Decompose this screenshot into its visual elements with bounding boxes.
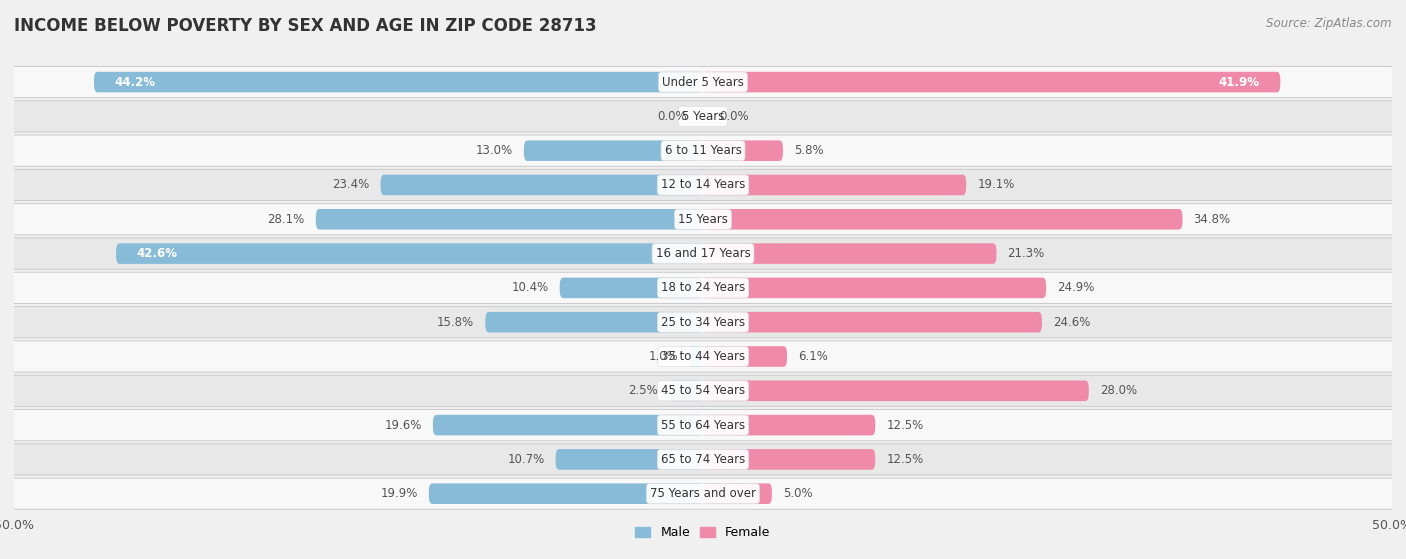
FancyBboxPatch shape bbox=[669, 381, 703, 401]
Text: 6.1%: 6.1% bbox=[799, 350, 828, 363]
Text: Under 5 Years: Under 5 Years bbox=[662, 75, 744, 88]
Text: 1.0%: 1.0% bbox=[648, 350, 678, 363]
Text: 19.1%: 19.1% bbox=[977, 178, 1015, 192]
Text: 34.8%: 34.8% bbox=[1194, 213, 1230, 226]
FancyBboxPatch shape bbox=[689, 346, 703, 367]
Text: INCOME BELOW POVERTY BY SEX AND AGE IN ZIP CODE 28713: INCOME BELOW POVERTY BY SEX AND AGE IN Z… bbox=[14, 17, 596, 35]
FancyBboxPatch shape bbox=[10, 239, 1396, 269]
Text: 23.4%: 23.4% bbox=[332, 178, 370, 192]
FancyBboxPatch shape bbox=[485, 312, 703, 333]
Text: 45 to 54 Years: 45 to 54 Years bbox=[661, 384, 745, 397]
FancyBboxPatch shape bbox=[433, 415, 703, 435]
Text: 0.0%: 0.0% bbox=[657, 110, 686, 123]
FancyBboxPatch shape bbox=[703, 140, 783, 161]
Text: 28.1%: 28.1% bbox=[267, 213, 305, 226]
Text: 19.9%: 19.9% bbox=[381, 487, 418, 500]
FancyBboxPatch shape bbox=[7, 409, 1399, 441]
FancyBboxPatch shape bbox=[703, 415, 875, 435]
Text: 10.4%: 10.4% bbox=[512, 281, 548, 295]
Text: 65 to 74 Years: 65 to 74 Years bbox=[661, 453, 745, 466]
Text: 15 Years: 15 Years bbox=[678, 213, 728, 226]
FancyBboxPatch shape bbox=[429, 484, 703, 504]
Text: 16 and 17 Years: 16 and 17 Years bbox=[655, 247, 751, 260]
FancyBboxPatch shape bbox=[560, 278, 703, 298]
FancyBboxPatch shape bbox=[703, 449, 875, 470]
Text: 5 Years: 5 Years bbox=[682, 110, 724, 123]
FancyBboxPatch shape bbox=[10, 273, 1396, 303]
Text: 44.2%: 44.2% bbox=[115, 75, 156, 88]
Text: 12 to 14 Years: 12 to 14 Years bbox=[661, 178, 745, 192]
FancyBboxPatch shape bbox=[703, 209, 1182, 230]
FancyBboxPatch shape bbox=[10, 444, 1396, 475]
Text: 42.6%: 42.6% bbox=[136, 247, 177, 260]
FancyBboxPatch shape bbox=[10, 479, 1396, 509]
FancyBboxPatch shape bbox=[524, 140, 703, 161]
Text: 55 to 64 Years: 55 to 64 Years bbox=[661, 419, 745, 432]
Text: 2.5%: 2.5% bbox=[628, 384, 658, 397]
Text: 12.5%: 12.5% bbox=[886, 453, 924, 466]
FancyBboxPatch shape bbox=[703, 174, 966, 195]
FancyBboxPatch shape bbox=[10, 342, 1396, 372]
Text: Source: ZipAtlas.com: Source: ZipAtlas.com bbox=[1267, 17, 1392, 30]
FancyBboxPatch shape bbox=[94, 72, 703, 92]
FancyBboxPatch shape bbox=[555, 449, 703, 470]
Text: 15.8%: 15.8% bbox=[437, 316, 474, 329]
FancyBboxPatch shape bbox=[7, 375, 1399, 407]
FancyBboxPatch shape bbox=[117, 243, 703, 264]
FancyBboxPatch shape bbox=[703, 278, 1046, 298]
FancyBboxPatch shape bbox=[7, 306, 1399, 338]
FancyBboxPatch shape bbox=[7, 66, 1399, 98]
Text: 0.0%: 0.0% bbox=[720, 110, 749, 123]
FancyBboxPatch shape bbox=[7, 238, 1399, 269]
Legend: Male, Female: Male, Female bbox=[630, 521, 776, 544]
Text: 24.6%: 24.6% bbox=[1053, 316, 1091, 329]
Text: 41.9%: 41.9% bbox=[1219, 75, 1260, 88]
FancyBboxPatch shape bbox=[7, 272, 1399, 304]
FancyBboxPatch shape bbox=[10, 170, 1396, 200]
Text: 18 to 24 Years: 18 to 24 Years bbox=[661, 281, 745, 295]
FancyBboxPatch shape bbox=[7, 203, 1399, 235]
Text: 6 to 11 Years: 6 to 11 Years bbox=[665, 144, 741, 157]
FancyBboxPatch shape bbox=[381, 174, 703, 195]
Text: 13.0%: 13.0% bbox=[475, 144, 513, 157]
FancyBboxPatch shape bbox=[703, 381, 1088, 401]
FancyBboxPatch shape bbox=[10, 376, 1396, 406]
FancyBboxPatch shape bbox=[7, 135, 1399, 167]
FancyBboxPatch shape bbox=[10, 101, 1396, 131]
FancyBboxPatch shape bbox=[7, 100, 1399, 132]
Text: 25 to 34 Years: 25 to 34 Years bbox=[661, 316, 745, 329]
Text: 10.7%: 10.7% bbox=[508, 453, 544, 466]
FancyBboxPatch shape bbox=[703, 346, 787, 367]
Text: 5.0%: 5.0% bbox=[783, 487, 813, 500]
FancyBboxPatch shape bbox=[10, 410, 1396, 440]
FancyBboxPatch shape bbox=[7, 443, 1399, 476]
FancyBboxPatch shape bbox=[703, 243, 997, 264]
Text: 19.6%: 19.6% bbox=[384, 419, 422, 432]
Text: 75 Years and over: 75 Years and over bbox=[650, 487, 756, 500]
FancyBboxPatch shape bbox=[10, 204, 1396, 234]
FancyBboxPatch shape bbox=[7, 169, 1399, 201]
FancyBboxPatch shape bbox=[703, 484, 772, 504]
FancyBboxPatch shape bbox=[7, 477, 1399, 510]
FancyBboxPatch shape bbox=[10, 136, 1396, 166]
FancyBboxPatch shape bbox=[10, 67, 1396, 97]
FancyBboxPatch shape bbox=[703, 72, 1281, 92]
FancyBboxPatch shape bbox=[316, 209, 703, 230]
FancyBboxPatch shape bbox=[703, 312, 1042, 333]
FancyBboxPatch shape bbox=[7, 340, 1399, 373]
Text: 12.5%: 12.5% bbox=[886, 419, 924, 432]
FancyBboxPatch shape bbox=[10, 307, 1396, 337]
Text: 24.9%: 24.9% bbox=[1057, 281, 1094, 295]
Text: 21.3%: 21.3% bbox=[1008, 247, 1045, 260]
Text: 5.8%: 5.8% bbox=[794, 144, 824, 157]
Text: 35 to 44 Years: 35 to 44 Years bbox=[661, 350, 745, 363]
Text: 28.0%: 28.0% bbox=[1099, 384, 1137, 397]
